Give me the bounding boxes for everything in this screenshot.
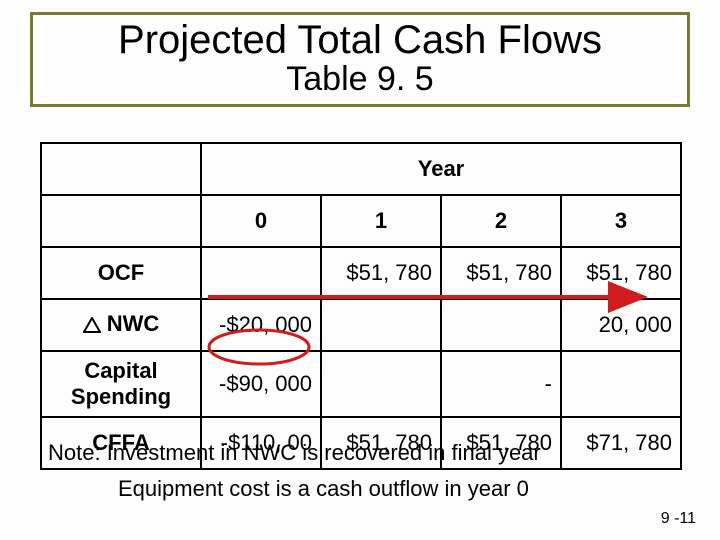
- year-label: Year: [201, 143, 681, 195]
- col-header-3: 3: [561, 195, 681, 247]
- column-header-row: 0 1 2 3: [41, 195, 681, 247]
- table-row: Capital Spending -$90, 000 -: [41, 351, 681, 417]
- row-label-ocf: OCF: [41, 247, 201, 299]
- table-row: NWC -$20, 000 20, 000: [41, 299, 681, 351]
- cell: [321, 299, 441, 351]
- cell: -$20, 000: [201, 299, 321, 351]
- cell: [561, 351, 681, 417]
- title-main: Projected Total Cash Flows: [39, 19, 681, 61]
- cell: -: [441, 351, 561, 417]
- delta-icon: [83, 313, 101, 339]
- note-line-2: Equipment cost is a cash outflow in year…: [118, 476, 529, 502]
- cell: [201, 247, 321, 299]
- row-label-capex: Capital Spending: [41, 351, 201, 417]
- col-header-1: 1: [321, 195, 441, 247]
- cell: -$90, 000: [201, 351, 321, 417]
- nwc-text: NWC: [107, 311, 160, 336]
- cell: $71, 780: [561, 417, 681, 469]
- col-header-0: 0: [201, 195, 321, 247]
- cell: $51, 780: [561, 247, 681, 299]
- cell: 20, 000: [561, 299, 681, 351]
- cell: $51, 780: [441, 247, 561, 299]
- title-sub: Table 9. 5: [39, 61, 681, 98]
- row-label-nwc: NWC: [41, 299, 201, 351]
- cashflow-table-wrap: Year 0 1 2 3 OCF $51, 780 $51, 780 $51, …: [40, 142, 680, 470]
- note-line-1: Note: Investment in NWC is recovered in …: [48, 440, 541, 466]
- col-header-2: 2: [441, 195, 561, 247]
- slide: Projected Total Cash Flows Table 9. 5 Ye…: [0, 0, 720, 540]
- blank-rowhead: [41, 195, 201, 247]
- year-header-row: Year: [41, 143, 681, 195]
- cell: [441, 299, 561, 351]
- cell: $51, 780: [321, 247, 441, 299]
- blank-corner: [41, 143, 201, 195]
- cashflow-table: Year 0 1 2 3 OCF $51, 780 $51, 780 $51, …: [40, 142, 682, 470]
- title-box: Projected Total Cash Flows Table 9. 5: [30, 12, 690, 107]
- page-number: 9 -11: [661, 510, 696, 528]
- table-row: OCF $51, 780 $51, 780 $51, 780: [41, 247, 681, 299]
- cell: [321, 351, 441, 417]
